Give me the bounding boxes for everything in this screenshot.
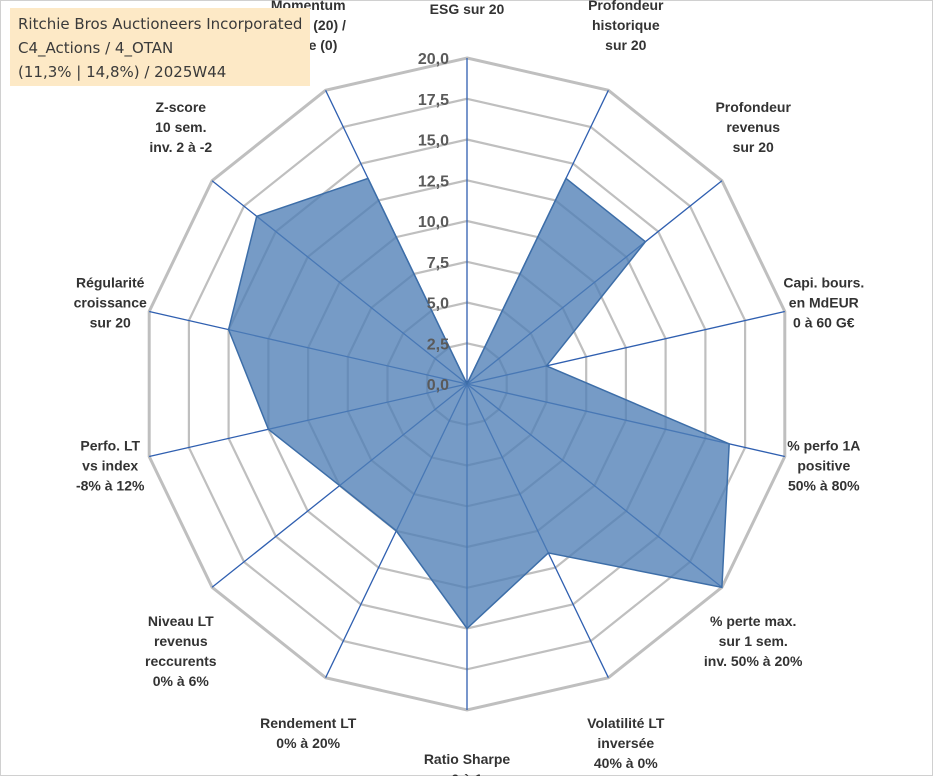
tick-label: 7,5 [427,255,449,272]
axis-label: 0% à 6% [153,673,210,689]
axis-label: sur 1 sem. [719,633,788,649]
tick-label: 0,0 [427,377,449,394]
axis-label: inv. 50% à 20% [704,653,803,669]
axis-label: Volatilité LT [587,715,665,731]
tick-label: 15,0 [418,133,449,150]
axis-label: Capi. bours. [783,275,864,291]
axis-label: historique [592,17,660,33]
axis-label: 0 à 1 [451,771,482,776]
axis-label: revenus [726,119,780,135]
tick-label: 2,5 [427,336,449,353]
axis-label: 50% à 80% [788,477,860,493]
axis-label: sur 20 [90,315,131,331]
axis-label: 0 à 60 G€ [793,315,855,331]
axis-label: croissance [74,295,147,311]
radar-tick-labels: 0,0 2,5 5,0 7,5 10,0 12,5 15,0 17,5 20,0 [418,51,449,394]
tick-label: 12,5 [418,173,449,190]
radar-series [227,177,730,630]
axis-label: revenus [154,633,208,649]
axis-label: vs index [82,457,138,473]
axis-label: Ratio Sharpe [424,751,511,767]
axis-label: % perte max. [710,613,796,629]
axis-label: Régularité [76,275,145,291]
axis-label: sur 20 [733,139,774,155]
tick-label: 10,0 [418,214,449,231]
axis-label: % perfo 1A [787,437,860,453]
axis-label: Rendement LT [260,715,357,731]
title-category: C4_Actions / 4_OTAN [18,39,174,57]
series-area [227,177,730,630]
title-company: Ritchie Bros Auctioneers Incorporated [18,15,303,33]
axis-label: sur 20 [605,37,646,53]
tick-label: 5,0 [427,296,449,313]
axis-label: positive [797,457,850,473]
chart-title-box: Ritchie Bros Auctioneers Incorporated C4… [10,8,310,86]
tick-label: 20,0 [418,51,449,68]
axis-label: inversée [597,735,654,751]
axis-label: en MdEUR [789,295,859,311]
axis-label: 0% à 20% [276,735,340,751]
axis-label: Niveau LT [148,613,214,629]
axis-label: Profondeur [588,0,664,13]
axis-label: ESG sur 20 [430,1,505,17]
axis-label: Perfo. LT [80,437,140,453]
axis-label: 10 sem. [155,119,206,135]
axis-label: Profondeur [715,99,791,115]
axis-label: inv. 2 à -2 [149,139,212,155]
axis-label: 40% à 0% [594,755,658,771]
axis-label: Z-score [156,99,207,115]
axis-label: -8% à 12% [76,477,145,493]
title-stats: (11,3% | 14,8%) / 2025W44 [18,63,227,81]
axis-label: reccurents [145,653,217,669]
tick-label: 17,5 [418,92,449,109]
